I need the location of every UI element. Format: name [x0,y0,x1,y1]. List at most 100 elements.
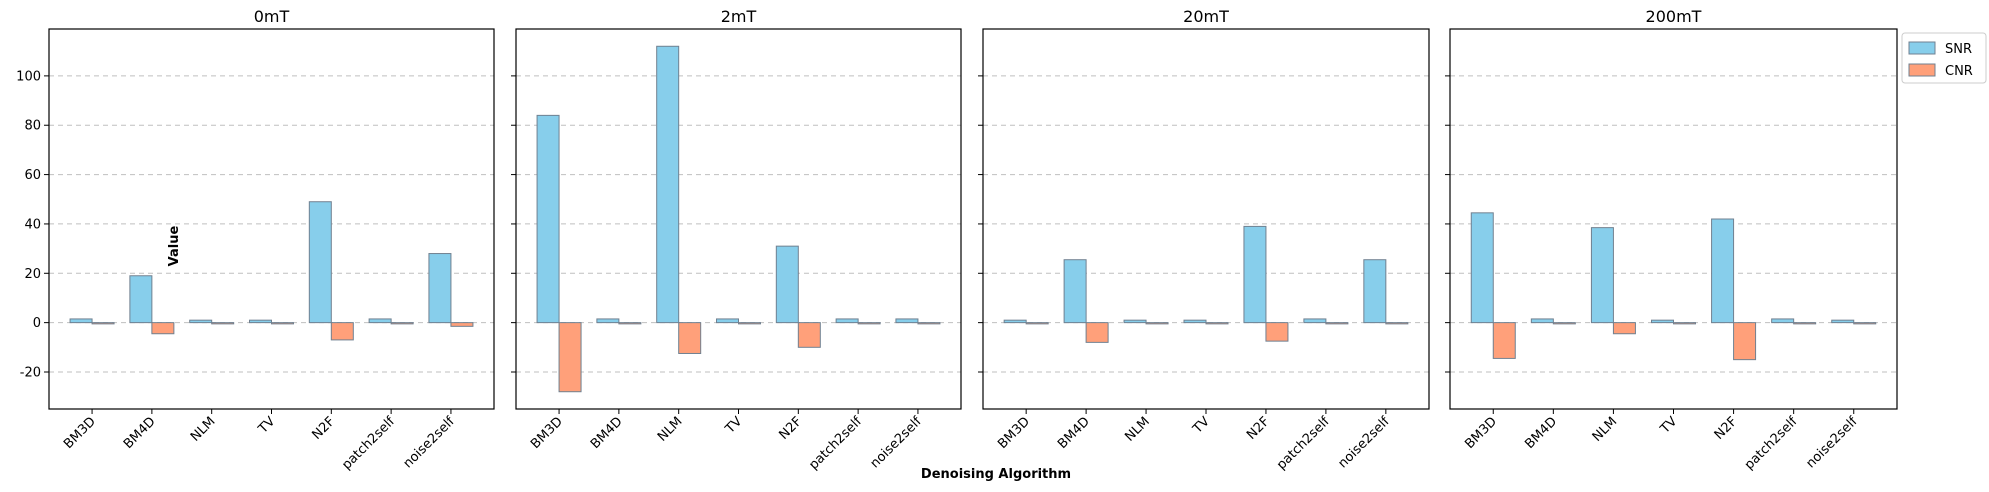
x-tick-label: BM4D [588,414,626,452]
bar-cnr-patch2self [390,322,414,325]
bar-snr-BM3D [69,318,93,324]
x-tick-label: noise2self [868,414,925,471]
panel-200mT: 200mT BM3D BM4D NLM TV N2F patch2self noise2sel… [1445,7,1898,473]
x-tick-label: N2F [777,414,806,443]
x-tick-label: NLM [188,414,219,445]
bar-snr-TV [1183,319,1207,324]
x-tick-label: TV [1190,414,1213,437]
bar-cnr-patch2self [857,322,881,325]
bar-snr-BM4D [596,318,620,324]
x-tick-label: patch2self [1742,414,1801,473]
x-tick-label: BM4D [1522,414,1560,452]
axes-frame [1449,28,1898,410]
y-tick-label: -20 [20,365,41,380]
bar-snr-patch2self [368,318,392,324]
y-tick-label: 60 [24,168,41,183]
x-tick-label: NLM [1590,414,1621,445]
x-tick-label: noise2self [1336,414,1393,471]
bar-snr-BM4D [1063,259,1087,324]
axes-frame [515,28,962,410]
panel-title: 0mT [254,7,290,26]
bar-snr-TV [716,318,739,324]
bar-snr-TV [1651,319,1674,324]
legend: SNR CNR [1901,32,1987,84]
bar-cnr-noise2self [450,322,474,327]
panel-2mT: 2mT BM3D BM4D NLM TV N2F patch2self noise2self [511,7,962,473]
bar-snr-NLM [189,319,213,324]
bar-cnr-TV [271,322,294,325]
bar-cnr-BM3D [558,322,582,393]
x-tick-label: patch2self [806,414,865,473]
bar-snr-noise2self [1831,319,1855,324]
bar-cnr-BM3D [1492,322,1516,359]
bar-snr-BM3D [1470,212,1494,324]
axes-frame [982,28,1430,410]
bar-snr-BM4D [129,275,153,324]
x-tick-label: TV [255,414,278,437]
bar-cnr-TV [1205,322,1229,325]
x-tick-label: BM4D [121,414,159,452]
bar-snr-N2F [308,201,332,324]
y-tick-label: 20 [24,267,41,282]
bar-snr-N2F [1243,225,1267,324]
x-tick-label: BM3D [1462,414,1500,452]
bar-snr-N2F [1711,218,1735,324]
bar-cnr-TV [1673,322,1696,325]
x-tick-label: TV [722,414,745,437]
x-tick-label: noise2self [1803,414,1860,471]
bar-snr-N2F [775,245,799,324]
bar-cnr-BM4D [1085,322,1109,343]
x-tick-label: TV [1657,414,1680,437]
bar-cnr-BM3D [91,322,115,325]
bar-snr-noise2self [895,318,919,324]
y-axis-label: Value [167,225,182,266]
bar-cnr-patch2self [1325,322,1349,325]
panel-title: 20mT [1183,7,1229,26]
x-tick-label: NLM [655,414,686,445]
y-tick-label: 0 [33,316,41,331]
legend-swatch-cnr [1908,63,1936,77]
bar-cnr-BM4D [151,322,175,335]
bar-cnr-BM4D [1552,322,1576,325]
x-tick-label: NLM [1122,414,1153,445]
panel-title: 200mT [1646,7,1702,26]
bar-cnr-N2F [797,322,821,348]
bar-snr-BM3D [536,114,560,324]
bar-cnr-noise2self [1853,322,1877,325]
bar-cnr-NLM [1612,322,1636,335]
bar-cnr-NLM [1145,322,1169,325]
panel-title: 2mT [721,7,757,26]
x-tick-label: BM4D [1055,414,1093,452]
bar-snr-noise2self [428,253,452,324]
y-tick-label: 80 [24,119,41,134]
bar-cnr-NLM [678,322,702,354]
y-tick-label: 40 [24,217,41,232]
x-tick-label: BM3D [528,414,566,452]
bar-snr-BM3D [1003,319,1027,324]
legend-swatch-snr [1908,41,1936,55]
bar-snr-NLM [656,45,680,324]
x-axis-label: Denoising Algorithm [921,467,1071,482]
axes-frame [48,28,495,410]
bar-snr-NLM [1590,227,1614,324]
bar-cnr-TV [738,322,761,325]
x-tick-label: BM3D [61,414,99,452]
bar-snr-patch2self [1771,318,1795,324]
x-tick-label: patch2self [339,414,398,473]
panel-20mT: 20mT BM3D BM4D NLM TV N2F patch2self noise2self [978,7,1430,473]
legend-label-snr: SNR [1945,42,1972,57]
bar-snr-patch2self [835,318,859,324]
bar-snr-patch2self [1303,318,1327,324]
x-tick-label: noise2self [401,414,458,471]
x-tick-label: patch2self [1274,414,1333,473]
bar-cnr-BM3D [1025,322,1049,325]
legend-label-cnr: CNR [1945,64,1973,79]
bar-cnr-N2F [1733,322,1757,361]
bar-cnr-BM4D [618,322,642,325]
bar-cnr-N2F [330,322,354,341]
bar-cnr-NLM [211,322,235,325]
bar-cnr-patch2self [1793,322,1817,325]
bar-cnr-noise2self [1385,322,1409,325]
bar-snr-TV [249,319,272,324]
